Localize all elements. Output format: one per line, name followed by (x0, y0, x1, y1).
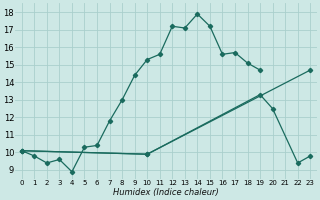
X-axis label: Humidex (Indice chaleur): Humidex (Indice chaleur) (113, 188, 219, 197)
